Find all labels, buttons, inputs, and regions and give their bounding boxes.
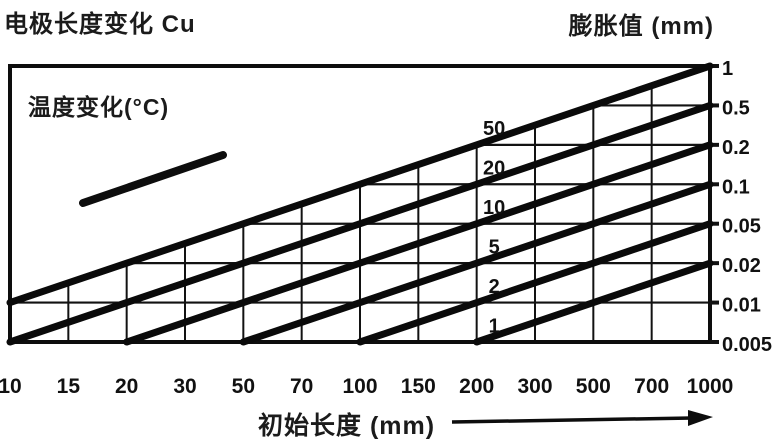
right-axis-tick-label-0.1: 0.1 <box>722 176 750 198</box>
series-label-50c: 50 <box>483 118 505 140</box>
series-label-5c: 5 <box>489 236 500 258</box>
series-label-20c: 20 <box>483 158 505 180</box>
series-line-50c <box>6 62 714 307</box>
x-axis-tick-label-1000: 1000 <box>687 375 734 398</box>
right-axis-title: 膨胀值 (mm) <box>568 13 714 40</box>
series-label-1c: 1 <box>489 315 500 337</box>
right-axis-tick-label-0.5: 0.5 <box>722 97 750 119</box>
right-axis-tick-label-0.05: 0.05 <box>722 216 761 238</box>
x-axis-arrow <box>451 410 713 426</box>
right-axis-tick-label-0.02: 0.02 <box>722 255 761 277</box>
x-axis-tick-label-50: 50 <box>232 375 255 398</box>
legend-sample-line <box>79 151 227 207</box>
legend-label: 温度变化(°C) <box>28 94 170 120</box>
right-axis-tick-label-1: 1 <box>722 58 733 80</box>
series-lines <box>6 62 714 346</box>
x-axis-tick-label-300: 300 <box>517 375 552 398</box>
series-line-2c <box>356 220 714 346</box>
x-axis-tick-label-20: 20 <box>115 375 138 398</box>
x-axis-tick-label-100: 100 <box>342 375 377 398</box>
series-line-1c <box>473 259 714 346</box>
series-line-5c <box>239 180 714 346</box>
x-axis-arrow-head <box>688 410 713 426</box>
x-axis-tick-label-70: 70 <box>290 375 313 398</box>
x-axis-tick-label-500: 500 <box>576 375 611 398</box>
right-axis-tick-label-0.2: 0.2 <box>722 137 750 159</box>
right-axis-tick-label-0.01: 0.01 <box>722 295 761 317</box>
right-axis-tick-label-0.005: 0.005 <box>722 334 772 356</box>
series-label-10c: 10 <box>483 197 505 219</box>
x-axis-arrow-shaft <box>451 416 693 424</box>
x-axis-tick-label-700: 700 <box>634 375 669 398</box>
x-axis-title: 初始长度 (mm) <box>258 412 436 440</box>
x-axis-tick-label-150: 150 <box>401 375 436 398</box>
x-axis-tick-label-200: 200 <box>459 375 494 398</box>
x-axis-tick-label-10: 10 <box>0 375 22 398</box>
page-title: 电极长度变化 Cu <box>4 11 196 38</box>
series-line-20c <box>6 101 714 346</box>
series-line-10c <box>123 141 714 346</box>
x-axis-tick-label-15: 15 <box>57 375 81 398</box>
series-label-2c: 2 <box>489 276 500 298</box>
x-axis-tick-label-30: 30 <box>173 375 196 398</box>
